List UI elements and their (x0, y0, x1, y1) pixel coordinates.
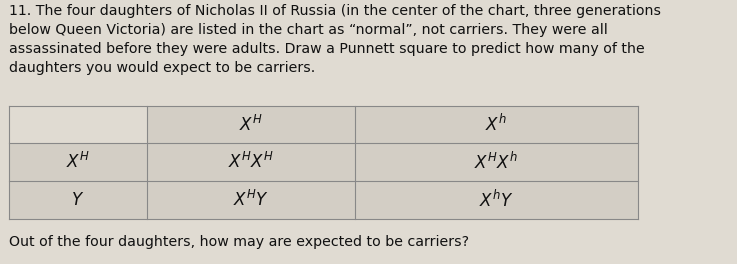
Text: $Y$: $Y$ (71, 191, 85, 209)
Bar (354, 181, 638, 219)
Text: $X^h$: $X^h$ (485, 114, 507, 135)
Text: 11. The four daughters of Nicholas II of Russia (in the center of the chart, thr: 11. The four daughters of Nicholas II of… (9, 4, 661, 75)
Text: $X^H$: $X^H$ (239, 115, 263, 135)
Text: $X^H$$X^h$: $X^H$$X^h$ (474, 152, 518, 173)
Bar (9, 106, 147, 143)
Bar (9, 181, 147, 219)
Text: $X^h$$Y$: $X^h$$Y$ (479, 190, 513, 211)
Bar (147, 143, 354, 181)
Text: $X^H$$X^H$: $X^H$$X^H$ (228, 152, 273, 172)
Text: $X^H$$Y$: $X^H$$Y$ (233, 190, 269, 210)
Bar (354, 143, 638, 181)
Text: $X^H$: $X^H$ (66, 152, 90, 172)
Bar (147, 106, 354, 143)
Bar (354, 106, 638, 143)
Text: Out of the four daughters, how may are expected to be carriers?: Out of the four daughters, how may are e… (9, 235, 469, 249)
Bar (9, 143, 147, 181)
Bar (147, 181, 354, 219)
